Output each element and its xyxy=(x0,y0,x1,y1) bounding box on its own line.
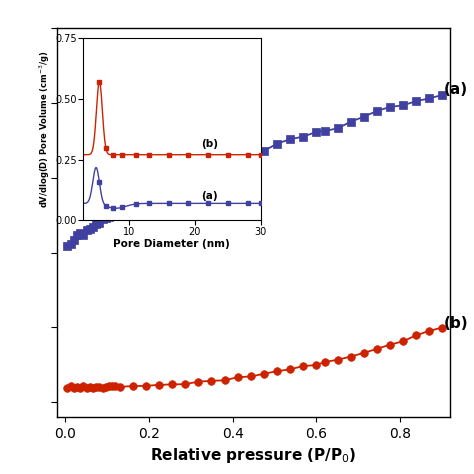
Text: (a): (a) xyxy=(201,191,218,201)
Y-axis label: dV/dlog(D) Pore Volume (cm$^{-3}$/g): dV/dlog(D) Pore Volume (cm$^{-3}$/g) xyxy=(38,51,52,208)
Text: (b): (b) xyxy=(444,316,469,331)
Text: (b): (b) xyxy=(201,139,219,149)
X-axis label: Pore Diameter (nm): Pore Diameter (nm) xyxy=(113,239,230,249)
Text: (a): (a) xyxy=(444,82,468,97)
X-axis label: Relative pressure (P/P$_0$): Relative pressure (P/P$_0$) xyxy=(150,447,357,465)
